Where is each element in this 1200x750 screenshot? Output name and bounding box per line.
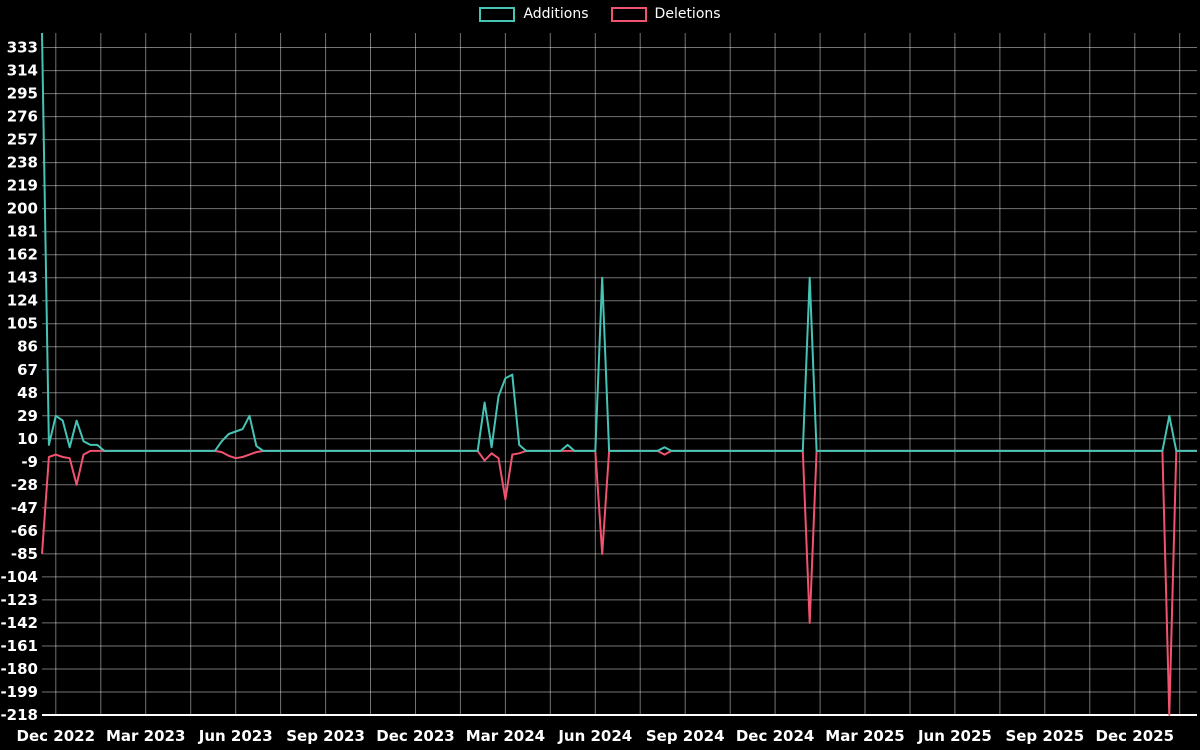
x-axis-tick-label: Jun 2024	[557, 727, 632, 745]
y-axis-tick-label: 200	[7, 200, 38, 218]
x-axis-tick-label: Dec 2023	[376, 727, 455, 745]
y-axis-tick-label: -161	[0, 637, 38, 655]
x-axis-tick-label: Sep 2025	[1005, 727, 1084, 745]
x-axis-tick-label: Dec 2022	[17, 727, 96, 745]
y-axis-tick-label: -218	[0, 706, 38, 724]
additions-line	[42, 33, 1197, 451]
y-axis-tick-label: 143	[7, 269, 38, 287]
y-axis-tick-label: 219	[7, 177, 38, 195]
y-axis-tick-label: -123	[0, 591, 38, 609]
y-axis-tick-label: 295	[7, 85, 38, 103]
y-axis-tick-label: 181	[7, 223, 38, 241]
y-axis-tick-label: 257	[7, 131, 38, 149]
y-axis-tick-label: 314	[7, 62, 38, 80]
legend-label: Deletions	[655, 7, 721, 22]
y-axis-tick-label: 29	[17, 407, 38, 425]
deletions-line	[42, 451, 1197, 715]
chart-legend: Additions Deletions	[0, 7, 1200, 22]
y-axis-tick-label: 333	[7, 39, 38, 57]
legend-swatch-additions	[479, 7, 515, 22]
x-axis-tick-label: Dec 2024	[736, 727, 815, 745]
y-axis-tick-label: -199	[0, 683, 38, 701]
y-axis-tick-label: -104	[0, 568, 38, 586]
y-axis-tick-label: 48	[17, 384, 38, 402]
y-axis-tick-label: 105	[7, 315, 38, 333]
y-axis-tick-label: -142	[0, 614, 38, 632]
y-axis-tick-label: 124	[7, 292, 38, 310]
chart-plot: 333 314 295 276 257 238 219 200 181 162 143 124 105 8…	[0, 0, 1200, 750]
x-axis-tick-label: Jun 2023	[198, 727, 273, 745]
y-axis-tick-label: 10	[17, 430, 38, 448]
x-axis-tick-label: Sep 2024	[646, 727, 725, 745]
x-axis-tick-label: Sep 2023	[286, 727, 365, 745]
y-axis-tick-label: 86	[17, 338, 38, 356]
x-axis-tick-label: Mar 2025	[825, 727, 904, 745]
y-axis-tick-label: 67	[17, 361, 38, 379]
legend-label: Additions	[523, 7, 588, 22]
y-axis-tick-label: -180	[0, 660, 38, 678]
y-axis-tick-label: 162	[7, 246, 38, 264]
y-axis-tick-label: -66	[11, 522, 38, 540]
x-axis-tick-label: Dec 2025	[1096, 727, 1175, 745]
y-axis-tick-label: 238	[7, 154, 38, 172]
y-axis-tick-label: -9	[21, 453, 38, 471]
x-axis-tick-label: Mar 2023	[106, 727, 185, 745]
code-frequency-chart: Additions Deletions 333 314 295 276 257 238 219…	[0, 0, 1200, 750]
legend-item-additions[interactable]: Additions	[479, 7, 588, 22]
legend-swatch-deletions	[611, 7, 647, 22]
y-axis-tick-label: -47	[11, 499, 38, 517]
x-axis-tick-label: Jun 2025	[917, 727, 992, 745]
y-axis-tick-label: -28	[11, 476, 38, 494]
x-axis-tick-label: Mar 2024	[466, 727, 545, 745]
legend-item-deletions[interactable]: Deletions	[611, 7, 721, 22]
y-axis-tick-label: 276	[7, 108, 38, 126]
y-axis-tick-label: -85	[11, 545, 38, 563]
